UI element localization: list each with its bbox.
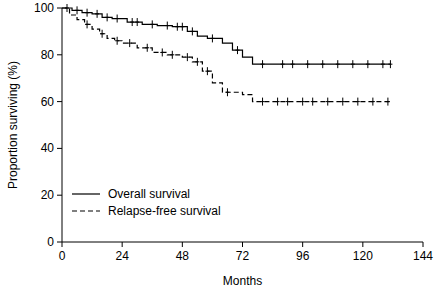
censor-mark	[185, 53, 189, 61]
censor-mark	[356, 98, 360, 106]
censor-mark	[170, 51, 174, 59]
y-tick-label: 60	[41, 95, 55, 109]
y-axis-label: Proportion surviving (%)	[6, 61, 20, 189]
chart: 0 24 48 72 96 120 144 0 20 40 60 80 100 Months Proport…	[0, 0, 437, 292]
censor-mark	[205, 67, 209, 75]
censor-mark	[115, 15, 119, 23]
y-axis	[62, 8, 63, 242]
censor-mark	[115, 37, 119, 45]
censor-mark	[145, 44, 149, 52]
x-tick	[423, 242, 424, 247]
censor-mark	[341, 98, 345, 106]
censor-mark	[165, 22, 169, 30]
x-tick-label: 72	[236, 249, 250, 263]
censor-mark	[225, 88, 229, 96]
censor-mark	[281, 60, 285, 68]
y-tick-label: 0	[47, 235, 54, 249]
censor-mark	[321, 60, 325, 68]
censor-mark	[371, 98, 375, 106]
censor-mark	[381, 60, 385, 68]
censor-mark	[85, 9, 89, 17]
censor-mark	[180, 23, 184, 31]
censor-mark	[336, 60, 340, 68]
x-tick-label: 144	[413, 249, 433, 263]
legend-swatch	[72, 210, 100, 211]
y-tick	[57, 242, 62, 243]
censor-mark	[175, 23, 179, 31]
x-tick-label: 48	[176, 249, 190, 263]
x-tick	[62, 242, 63, 247]
y-tick	[57, 8, 62, 9]
y-tick	[57, 54, 62, 55]
x-tick	[242, 242, 243, 247]
y-tick-label: 20	[41, 188, 55, 202]
censor-mark	[326, 98, 330, 106]
y-tick	[57, 195, 62, 196]
x-tick-label: 120	[353, 249, 373, 263]
censor-mark	[388, 60, 392, 68]
censor-mark	[386, 98, 390, 106]
x-tick-label: 96	[296, 249, 310, 263]
x-tick-label: 24	[115, 249, 129, 263]
legend-label: Relapse-free survival	[108, 204, 221, 218]
censor-mark	[351, 60, 355, 68]
censor-mark	[291, 60, 295, 68]
x-axis-label: Months	[223, 274, 262, 288]
plot-area	[62, 4, 392, 106]
y-tick-label: 100	[34, 1, 54, 15]
censor-mark	[286, 98, 290, 106]
legend: Overall survival Relapse-free survival	[72, 187, 221, 218]
survival-curve	[62, 8, 390, 102]
censor-mark	[261, 98, 265, 106]
censor-mark	[276, 98, 280, 106]
censor-mark	[105, 13, 109, 21]
censor-mark	[160, 48, 164, 56]
y-tick-label: 40	[41, 141, 55, 155]
censor-mark	[210, 34, 214, 42]
censor-mark	[195, 58, 199, 66]
x-tick-label: 0	[59, 249, 66, 263]
survival-curve	[62, 8, 390, 64]
y-tick	[57, 148, 62, 149]
y-tick-label: 80	[41, 48, 55, 62]
x-tick	[122, 242, 123, 247]
censor-mark	[301, 98, 305, 106]
censor-mark	[190, 27, 194, 35]
legend-swatch	[72, 193, 100, 194]
x-tick	[182, 242, 183, 247]
legend-label: Overall survival	[108, 187, 190, 201]
censor-mark	[130, 18, 134, 26]
censor-mark	[100, 30, 104, 38]
x-tick	[362, 242, 363, 247]
censor-mark	[366, 60, 370, 68]
censor-mark	[75, 6, 79, 14]
y-tick	[57, 101, 62, 102]
censor-mark	[306, 60, 310, 68]
censor-mark	[150, 20, 154, 28]
censor-mark	[135, 18, 139, 26]
censor-mark	[128, 39, 132, 47]
censor-mark	[95, 10, 99, 18]
censor-mark	[311, 98, 315, 106]
censor-mark	[85, 20, 89, 28]
censor-mark	[235, 46, 239, 54]
censor-mark	[261, 60, 265, 68]
x-tick	[302, 242, 303, 247]
